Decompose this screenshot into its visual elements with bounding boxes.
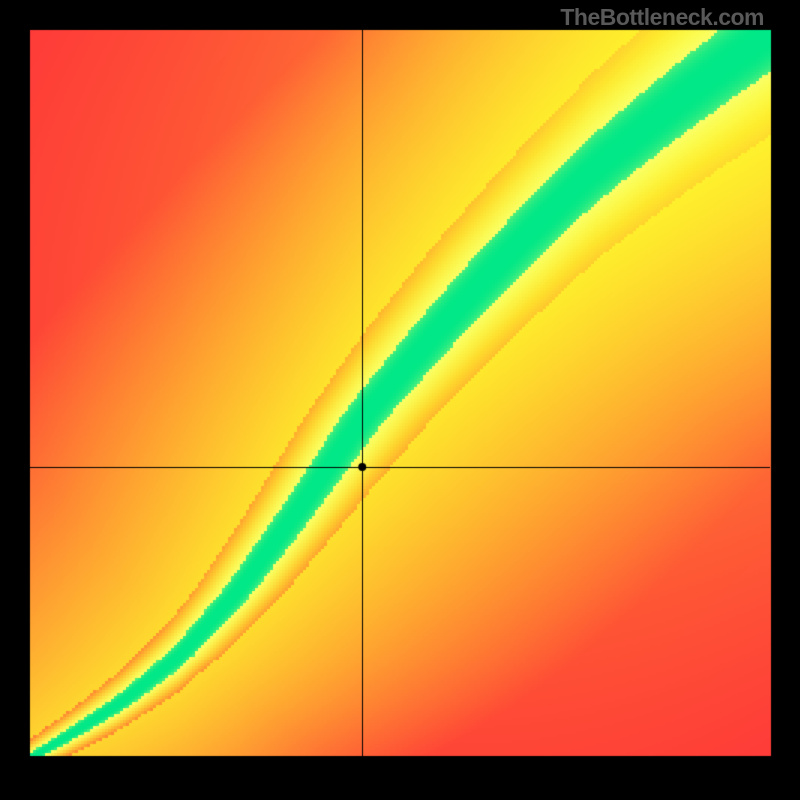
chart-container: TheBottleneck.com xyxy=(0,0,800,800)
watermark-text: TheBottleneck.com xyxy=(560,4,764,31)
bottleneck-heatmap xyxy=(0,0,800,800)
